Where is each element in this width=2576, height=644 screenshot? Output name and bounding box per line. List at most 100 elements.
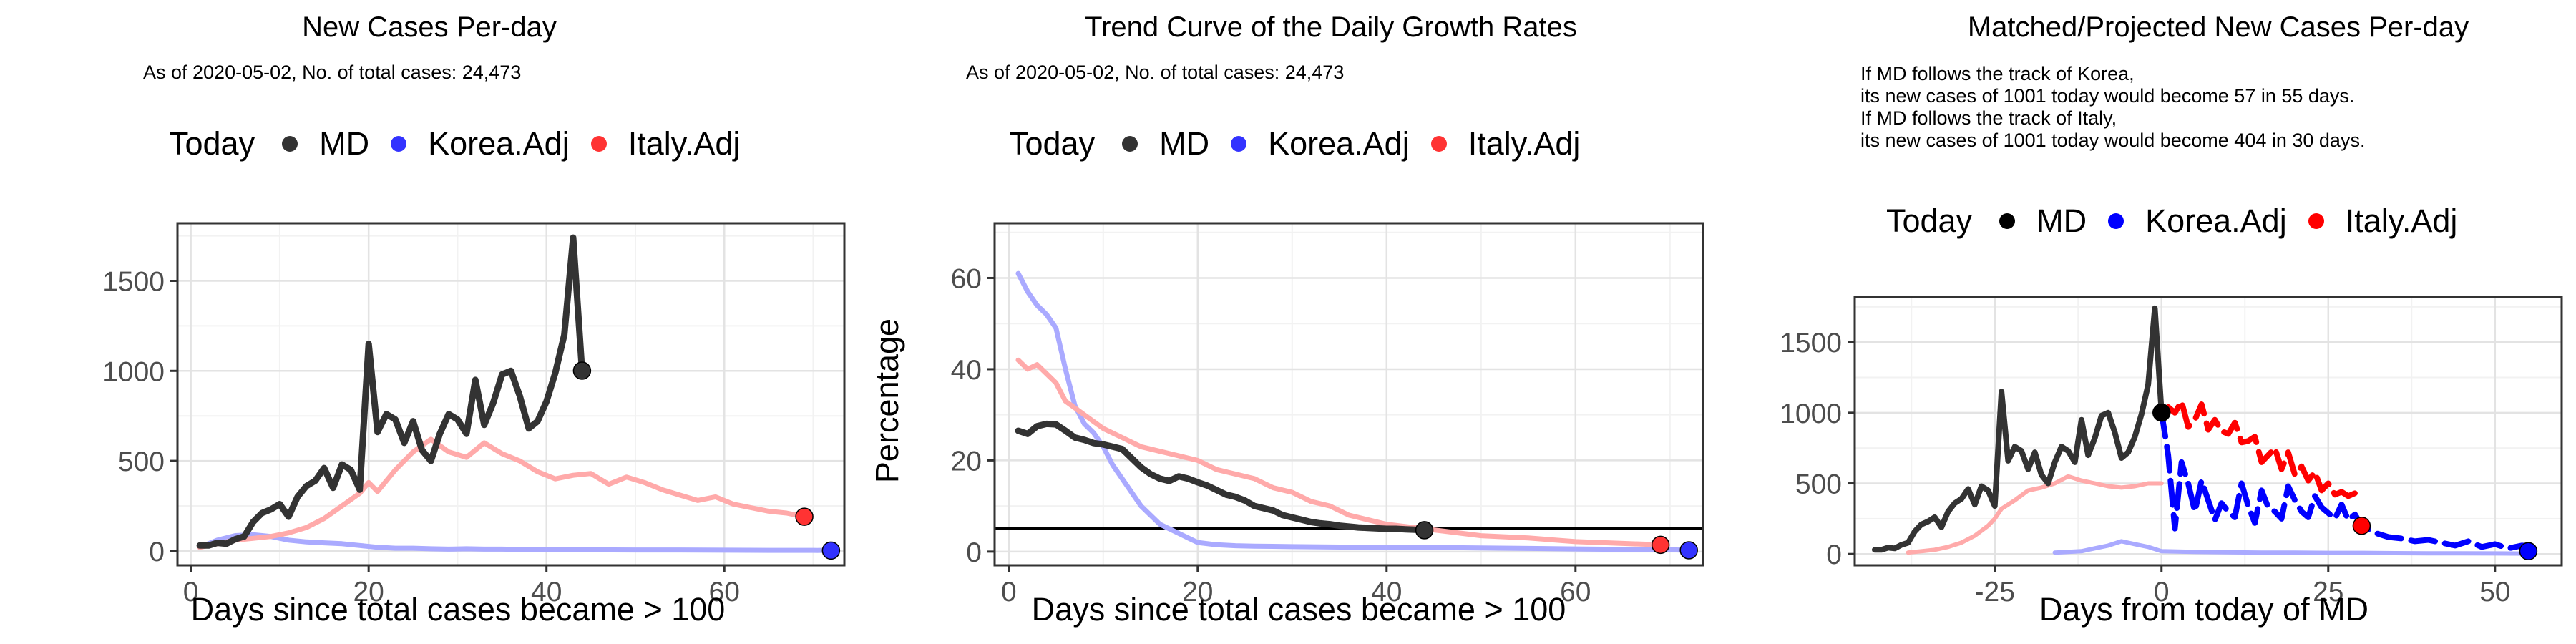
- legend-label: Italy.Adj: [2345, 203, 2458, 239]
- series-line-md: [1872, 305, 2165, 553]
- legend-dot-icon: [1430, 136, 1447, 152]
- legend-label: Korea.Adj: [1268, 125, 1410, 162]
- x-axis-title: Days from today of MD: [2039, 591, 2369, 628]
- chart-subtitle: As of 2020-05-02, No. of total cases: 24…: [966, 62, 1345, 83]
- legend-title: Today: [1009, 125, 1096, 162]
- legend-item-md: MD: [282, 125, 369, 162]
- plot-border: [993, 222, 1704, 567]
- series-line-italy-adj: [2158, 399, 2365, 500]
- x-tick-label: 60: [709, 577, 740, 608]
- chart-panel-new-cases: New Cases Per-day As of 2020-05-02, No. …: [0, 0, 859, 644]
- x-tick-label: 50: [2479, 577, 2510, 608]
- legend-dot-icon: [590, 136, 607, 152]
- today-point-italy-adj: [2352, 516, 2371, 535]
- today-point-korea-adj: [2519, 542, 2538, 561]
- legend-label: MD: [319, 125, 370, 162]
- plot-area: 0 20 40 60 0 500 1000 1500: [102, 222, 846, 608]
- note-line: its new cases of 1001 today would become…: [1860, 130, 2366, 151]
- y-tick-label: 500: [1795, 469, 1842, 500]
- y-tick-label: 0: [1826, 540, 1842, 570]
- series-line-italy-adj: [1015, 357, 1664, 547]
- y-tick-label: 0: [966, 537, 982, 568]
- legend-dot-icon: [1122, 136, 1138, 152]
- today-point-md: [2152, 403, 2171, 422]
- x-tick-label: 25: [2313, 577, 2343, 608]
- series-line-italy-adj-matched-: [1906, 474, 2164, 555]
- legend-label: MD: [2036, 203, 2087, 239]
- y-tick-label: 20: [951, 446, 982, 477]
- series-line-korea-adj-matched-: [2052, 539, 2531, 556]
- x-tick-label: 0: [1001, 577, 1017, 608]
- legend-item-korea: Korea.Adj: [391, 125, 570, 162]
- y-tick-label: 1500: [102, 267, 165, 298]
- chart-title: New Cases Per-day: [302, 11, 557, 43]
- x-tick-label: 20: [353, 577, 384, 608]
- legend-dot-icon: [282, 136, 298, 152]
- legend-label: Italy.Adj: [628, 125, 741, 162]
- legend-item-korea: Korea.Adj: [2108, 203, 2287, 240]
- y-tick-label: 40: [951, 355, 982, 386]
- legend-dot-icon: [1999, 213, 2016, 229]
- series-line-md: [196, 234, 585, 549]
- y-tick-label: 60: [951, 263, 982, 294]
- today-point-italy-adj: [1651, 535, 1670, 555]
- x-tick-label: 0: [183, 577, 199, 608]
- plot-border: [176, 222, 846, 567]
- today-point-korea-adj: [821, 541, 841, 560]
- plot-area: 0 20 40 60 0 20 40 60: [951, 222, 1704, 608]
- legend-item-italy: Italy.Adj: [2308, 203, 2458, 240]
- legend-title: Today: [169, 125, 255, 162]
- legend-item-md: MD: [1122, 125, 1209, 162]
- y-axis-title: Percentage: [869, 318, 905, 484]
- today-point-korea-adj: [1679, 541, 1698, 560]
- series-line-korea-adj: [2158, 409, 2532, 552]
- legend: Today MD Korea.Adj Italy.Adj: [169, 125, 761, 162]
- legend-dot-icon: [2308, 213, 2324, 229]
- chart-subtitle: As of 2020-05-02, No. of total cases: 24…: [143, 62, 522, 83]
- projection-note: If MD follows the track of Korea, its ne…: [1860, 63, 2365, 152]
- note-line: If MD follows the track of Italy,: [1860, 107, 2117, 129]
- note-line: its new cases of 1001 today would become…: [1860, 85, 2355, 107]
- legend-label: Italy.Adj: [1468, 125, 1581, 162]
- plot-border: [1853, 296, 2563, 567]
- series-line-korea-adj: [1015, 270, 1692, 553]
- y-tick-label: 500: [118, 447, 165, 477]
- x-axis-title: Days since total cases became > 100: [190, 591, 726, 628]
- y-tick-label: 1500: [1780, 328, 1842, 358]
- x-tick-label: 60: [1560, 577, 1591, 608]
- x-tick-label: 0: [2154, 577, 2170, 608]
- y-tick-label: 0: [149, 537, 165, 567]
- x-tick-label: 40: [531, 577, 562, 608]
- chart-panel-growth-rates: Trend Curve of the Daily Growth Rates As…: [859, 0, 1717, 644]
- chart-panel-projected: Matched/Projected New Cases Per-day If M…: [1717, 0, 2576, 644]
- x-tick-label: 40: [1371, 577, 1402, 608]
- legend-item-korea: Korea.Adj: [1231, 125, 1410, 162]
- legend-item-md: MD: [1999, 203, 2087, 240]
- legend: Today MD Korea.Adj Italy.Adj: [1009, 125, 1601, 162]
- y-tick-label: 1000: [1780, 399, 1842, 429]
- series-line-italy-adj: [197, 436, 807, 550]
- legend: Today MD Korea.Adj Italy.Adj: [1886, 203, 2479, 240]
- x-tick-label: 20: [1182, 577, 1213, 608]
- series-line-md: [1015, 420, 1428, 534]
- legend-title: Today: [1886, 203, 1973, 239]
- chart-title: Matched/Projected New Cases Per-day: [1967, 11, 2469, 43]
- today-point-italy-adj: [795, 507, 814, 526]
- today-point-md: [1415, 521, 1434, 540]
- y-tick-label: 1000: [102, 356, 165, 387]
- today-point-md: [572, 361, 592, 380]
- legend-label: MD: [1159, 125, 1210, 162]
- legend-label: Korea.Adj: [2145, 203, 2287, 239]
- chart-title: Trend Curve of the Daily Growth Rates: [1085, 11, 1577, 43]
- legend-dot-icon: [1231, 136, 1247, 152]
- x-tick-label: -25: [1975, 577, 2015, 608]
- legend-label: Korea.Adj: [428, 125, 570, 162]
- legend-dot-icon: [391, 136, 407, 152]
- legend-item-italy: Italy.Adj: [1430, 125, 1581, 162]
- legend-item-italy: Italy.Adj: [590, 125, 741, 162]
- series-line-korea-adj: [197, 532, 834, 553]
- x-axis-title: Days since total cases became > 100: [1031, 591, 1566, 628]
- legend-dot-icon: [2108, 213, 2124, 229]
- note-line: If MD follows the track of Korea,: [1860, 63, 2135, 84]
